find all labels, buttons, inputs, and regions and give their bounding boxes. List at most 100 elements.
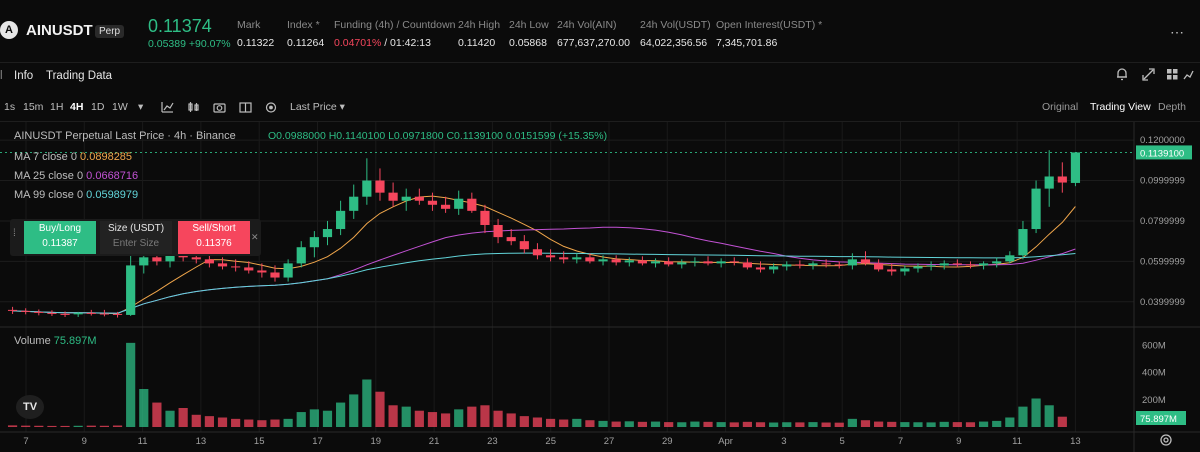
close-icon[interactable]: ✕ — [251, 232, 259, 242]
drag-handle-icon[interactable]: ⁞ — [13, 228, 16, 239]
ma99-name: MA 99 close 0 — [14, 189, 84, 201]
candle — [231, 259, 241, 272]
price-type-dropdown[interactable]: Last Price ▾ — [290, 101, 345, 113]
candle — [283, 259, 293, 282]
candle-body — [677, 262, 687, 265]
chart-settings-icon[interactable] — [1183, 70, 1194, 80]
candle-body — [440, 204, 451, 209]
volume-bar — [427, 412, 438, 427]
stat-value-24h-low: 0.05868 — [509, 37, 547, 49]
timeframe-1h[interactable]: 1H — [50, 101, 64, 113]
volume-bar — [86, 425, 96, 427]
candle — [427, 192, 438, 211]
candle — [7, 306, 18, 314]
time-tick-label: 29 — [662, 436, 673, 447]
volume-bar — [559, 419, 569, 427]
timeframe-15m[interactable]: 15m — [23, 101, 44, 113]
volume-bar — [952, 422, 962, 427]
grid-icon[interactable] — [1167, 69, 1178, 80]
candle — [874, 259, 884, 272]
volume-bar — [349, 394, 359, 427]
candle — [664, 257, 674, 267]
price-axis: 0.1200000 0.0999999 0.0799999 0.0599999 0.03… — [0, 135, 1192, 425]
candle-body — [296, 247, 306, 264]
candle — [598, 255, 608, 266]
size-placeholder: Enter Size — [112, 238, 160, 249]
candle-body — [112, 313, 123, 315]
current-volume-tag — [1136, 411, 1186, 425]
candle-body — [99, 313, 110, 315]
bell-icon[interactable] — [1117, 68, 1127, 81]
volume-bar — [1031, 398, 1041, 427]
layout-icon[interactable] — [239, 102, 252, 113]
volume-bar — [362, 379, 372, 427]
candle — [1005, 251, 1015, 264]
candle — [309, 231, 319, 258]
candle-body — [926, 265, 936, 267]
volume-bar — [572, 418, 582, 427]
timeframe-4h[interactable]: 4H — [70, 101, 84, 113]
candle — [60, 311, 70, 317]
view-trading-view[interactable]: Trading View — [1090, 101, 1151, 113]
candle-body — [795, 264, 805, 266]
volume-bar — [637, 421, 648, 427]
stat-value-funding: 0.04701% / 01:42:13 — [334, 37, 431, 49]
sell-short-button[interactable]: Sell/Short 0.11376 — [178, 221, 250, 254]
candle — [795, 260, 805, 269]
volume-bar — [191, 414, 201, 427]
stat-label-index[interactable]: Index * — [287, 19, 320, 31]
timeframe-1d[interactable]: 1D — [91, 101, 105, 113]
tab-chart-partial[interactable]: l — [0, 70, 3, 82]
price-tick-label: 0.1200000 — [1140, 135, 1185, 146]
expand-icon[interactable] — [1142, 68, 1155, 81]
camera-icon[interactable] — [213, 103, 226, 113]
timeframe-dropdown-icon[interactable]: ▾ — [138, 101, 144, 113]
candle-type-icon[interactable] — [188, 102, 199, 112]
candle-body — [73, 312, 83, 315]
stat-value-24h-high: 0.11420 — [458, 37, 496, 49]
candle — [729, 257, 739, 266]
stat-label-open-interest[interactable]: Open Interest(USDT) * — [716, 19, 823, 31]
more-options-icon[interactable]: ⋯ — [1170, 24, 1184, 40]
candle-body — [270, 272, 280, 278]
divider — [0, 121, 1200, 122]
ma7-line — [12, 195, 1076, 315]
candle-body — [900, 268, 910, 272]
tab-trading-data[interactable]: Trading Data — [46, 70, 113, 82]
volume-bar — [729, 422, 739, 427]
ma7-name: MA 7 close 0 — [14, 151, 77, 163]
candle — [270, 265, 280, 282]
timeframe-1s[interactable]: 1s — [4, 101, 16, 113]
candle — [506, 229, 516, 246]
symbol-name[interactable]: AINUSDT — [26, 22, 93, 39]
candle — [362, 158, 372, 205]
candle-body — [598, 259, 608, 262]
size-input[interactable]: Size (USDT) Enter Size — [100, 221, 172, 254]
tab-info[interactable]: Info — [14, 70, 34, 82]
volume-bar — [34, 425, 44, 427]
view-original[interactable]: Original — [1042, 101, 1079, 113]
time-tick-label: 7 — [898, 436, 903, 447]
candle-body — [336, 210, 346, 230]
volume-bar — [217, 417, 228, 427]
axis-settings-icon[interactable] — [1159, 433, 1173, 447]
candle-body — [139, 257, 149, 266]
candle-body — [716, 261, 726, 264]
ohlc-readout: O0.0988000 H0.1140100 L0.0971800 C0.1139… — [268, 130, 608, 142]
candle-body — [808, 263, 818, 266]
indicator-icon[interactable] — [161, 102, 174, 113]
candle — [388, 182, 398, 207]
candle-body — [992, 261, 1002, 264]
buy-long-button[interactable]: Buy/Long 0.11387 — [24, 221, 96, 254]
volume-bar — [296, 412, 306, 427]
timeframe-1w[interactable]: 1W — [112, 101, 128, 113]
price-chart[interactable]: 0.1200000 0.0999999 0.0799999 0.0599999 0.03… — [0, 122, 1200, 452]
candle-body — [821, 263, 831, 265]
volume-bar — [769, 422, 779, 427]
current-price-tag-text: 0.1139100 — [1140, 148, 1184, 159]
buy-label: Buy/Long — [38, 223, 82, 234]
drawing-tool-icon[interactable] — [265, 102, 277, 113]
view-depth[interactable]: Depth — [1158, 101, 1187, 113]
candle-body — [480, 210, 490, 225]
volume-bar — [47, 425, 57, 427]
